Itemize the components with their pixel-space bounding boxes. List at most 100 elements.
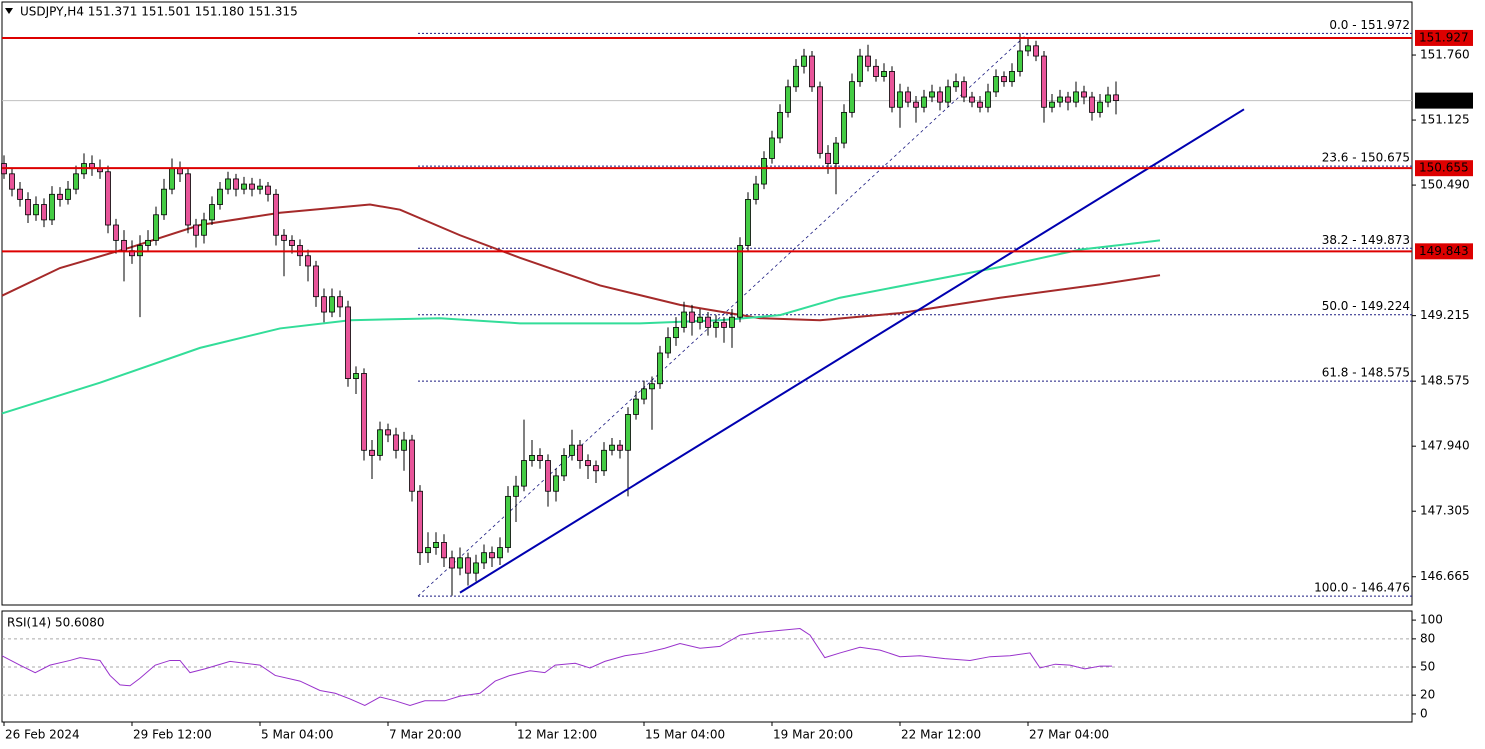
candle-body [25,199,31,216]
x-tick-label: 19 Mar 20:00 [773,728,853,742]
candle-body [649,383,655,390]
candle-body [169,168,175,190]
candle-body [1041,55,1047,108]
candle-body [641,388,647,400]
candle-body [289,239,295,246]
candle-body [425,547,431,554]
candle-body [209,204,215,221]
price-panel [1,1,1413,606]
candle-body [1089,96,1095,113]
y-tick-label: 50 [1420,660,1435,674]
chart-title: USDJPY,H4 151.371 151.501 151.180 151.31… [20,5,298,19]
candle-body [161,188,167,216]
candle-body [481,552,487,564]
candle-body [241,183,247,190]
candle-body [329,296,335,313]
candle-body [545,460,551,492]
candle-body [489,552,495,559]
candle-body [105,171,111,226]
y-tick-label: 151.760 [1420,48,1470,62]
level-box [1415,243,1473,260]
candle-body [473,562,479,574]
candle-body [49,193,55,221]
candle-body [17,188,23,200]
candle-body [601,449,607,472]
fib-label: 38.2 - 149.873 [1322,233,1410,247]
candle-body [465,557,471,574]
candle-body [913,101,919,108]
candle-body [593,465,599,472]
candle-body [73,173,79,190]
moving-average [1,203,1161,322]
candle-body [33,204,39,216]
candle-body [185,173,191,226]
x-tick-label: 7 Mar 20:00 [389,728,462,742]
candle-body [633,398,639,415]
candle-body [121,239,127,252]
candle-body [681,311,687,328]
candle-body [769,137,775,159]
candle-body [729,316,735,328]
candle-body [529,455,535,461]
candle-body [537,455,543,461]
fib-diagonal [417,33,1029,597]
y-tick-label: 80 [1420,631,1435,645]
candle-body [561,455,567,477]
candle-body [817,86,823,154]
candle-body [793,65,799,88]
level-label: 150.655 [1419,161,1469,175]
candle-body [689,311,695,323]
menu-icon [5,8,13,14]
candle-body [881,71,887,77]
candle-body [857,55,863,83]
candle-body [945,86,951,103]
y-tick-label: 20 [1420,688,1435,702]
candle-body [1001,76,1007,83]
candle-body [809,55,815,88]
candle-body [849,81,855,113]
candle-body [337,296,343,308]
candle-body [921,96,927,108]
candle-body [313,265,319,298]
candle-body [9,173,15,190]
fib-label: 0.0 - 151.972 [1329,18,1410,32]
candle-body [1081,91,1087,98]
candle-body [513,485,519,497]
candle-body [745,199,751,246]
candle-body [777,111,783,139]
candle-body [385,429,391,436]
candle-body [737,245,743,318]
y-tick-label: 149.215 [1420,308,1470,322]
candle-body [1105,94,1111,103]
candle-body [305,255,311,267]
candle-body [841,111,847,144]
candle-body [721,321,727,328]
candle-body [401,439,407,451]
fib-label: 100.0 - 146.476 [1314,581,1410,595]
candle-body [969,96,975,103]
y-tick-label: 151.125 [1420,113,1470,127]
candle-body [57,193,63,200]
candle-body [41,204,47,221]
candle-body [1049,101,1055,108]
candle-body [353,373,359,380]
candle-body [217,188,223,205]
candle-body [1113,94,1119,102]
candle-body [833,142,839,164]
y-tick-label: 146.665 [1420,569,1470,583]
candle-body [361,373,367,451]
candle-body [441,542,447,559]
candle-body [697,316,703,323]
x-tick-label: 5 Mar 04:00 [261,728,334,742]
candle-body [761,158,767,185]
price-label: 151.315 [1419,93,1469,107]
level-label: 149.843 [1419,244,1469,258]
candle-body [993,76,999,93]
candle-body [249,183,255,190]
candle-body [889,71,895,108]
candle-body [145,239,151,246]
candle-body [113,224,119,241]
candle-body [281,234,287,241]
y-tick-label: 147.305 [1420,504,1470,518]
